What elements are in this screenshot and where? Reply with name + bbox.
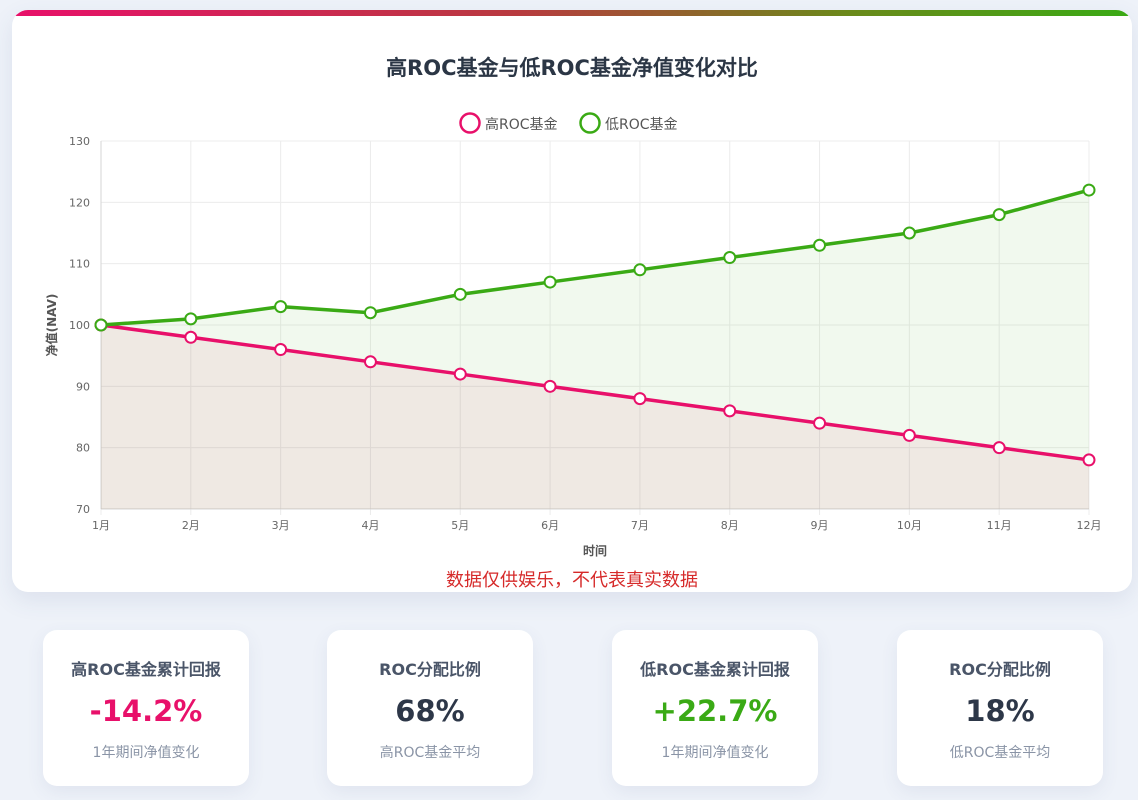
disclaimer: 数据仅供娱乐，不代表真实数据 [446, 570, 698, 591]
y-tick-label: 80 [76, 442, 90, 455]
y-tick-label: 90 [76, 380, 90, 393]
data-point [543, 379, 557, 393]
x-tick-label: 4月 [361, 519, 379, 532]
series-area-fill [101, 325, 1089, 509]
stat-value: 68% [395, 694, 465, 728]
data-point [633, 392, 647, 406]
series-line [99, 323, 1091, 462]
stat-card-high-roc-ratio: ROC分配比例 68% 高ROC基金平均 [327, 630, 533, 786]
x-tick-label: 12月 [1077, 519, 1102, 532]
stat-value: -14.2% [89, 694, 203, 728]
stat-label: ROC分配比例 [379, 660, 481, 679]
data-point [543, 275, 557, 289]
x-tick-label: 2月 [182, 519, 200, 532]
y-tick-label: 110 [69, 258, 90, 271]
data-point [992, 208, 1006, 222]
legend-label: 高ROC基金 [485, 116, 558, 133]
stat-card-high-return: 高ROC基金累计回报 -14.2% 1年期间净值变化 [43, 630, 249, 786]
stat-label: 高ROC基金累计回报 [71, 660, 221, 679]
y-axis-title: 净值(NAV) [44, 294, 59, 357]
data-point [992, 441, 1006, 455]
stat-subtext: 1年期间净值变化 [92, 745, 200, 761]
x-tick-label: 3月 [272, 519, 290, 532]
data-point [453, 287, 467, 301]
data-point [723, 404, 737, 418]
data-point [453, 367, 467, 381]
x-tick-label: 5月 [451, 519, 469, 532]
chart-title: 高ROC基金与低ROC基金净值变化对比 [386, 56, 758, 80]
x-tick-label: 11月 [987, 519, 1012, 532]
data-point [902, 428, 916, 442]
data-point [902, 226, 916, 240]
y-tick-label: 100 [69, 319, 90, 332]
series-line [99, 188, 1091, 327]
data-point [723, 251, 737, 265]
data-point [94, 318, 108, 332]
x-tick-label: 1月 [92, 519, 110, 532]
y-tick-label: 70 [76, 503, 90, 516]
y-tick-label: 130 [69, 135, 90, 148]
stat-value: 18% [965, 694, 1035, 728]
data-point [274, 343, 288, 357]
accent-strip [12, 10, 1132, 16]
data-point [363, 306, 377, 320]
data-point [184, 312, 198, 326]
stat-card-low-return: 低ROC基金累计回报 +22.7% 1年期间净值变化 [612, 630, 818, 786]
stat-subtext: 1年期间净值变化 [661, 745, 769, 761]
legend-label: 低ROC基金 [605, 116, 678, 133]
series-area-fill [101, 190, 1089, 510]
data-point [633, 263, 647, 277]
data-point [1082, 183, 1096, 197]
x-tick-label: 9月 [811, 519, 829, 532]
x-tick-label: 8月 [721, 519, 739, 532]
data-point [363, 355, 377, 369]
data-point [813, 238, 827, 252]
data-point [274, 300, 288, 314]
data-point [813, 416, 827, 430]
data-point [1082, 453, 1096, 467]
legend-marker [579, 112, 601, 134]
stat-label: ROC分配比例 [949, 660, 1051, 679]
stat-subtext: 低ROC基金平均 [949, 745, 1051, 761]
stat-value: +22.7% [652, 694, 778, 728]
stat-label: 低ROC基金累计回报 [640, 660, 790, 679]
nav-line-chart: 70 80 90 100 110 120 130 1月 2月 3月 4月 5月 6月 7月 8月 9月 10月 1… [44, 112, 1102, 558]
x-tick-label: 6月 [541, 519, 559, 532]
stat-subtext: 高ROC基金平均 [379, 745, 481, 761]
data-point [184, 330, 198, 344]
x-tick-label: 10月 [897, 519, 922, 532]
chart-card: 高ROC基金与低ROC基金净值变化对比 70 80 90 100 110 120 130 1月… [12, 10, 1132, 592]
stat-card-low-roc-ratio: ROC分配比例 18% 低ROC基金平均 [897, 630, 1103, 786]
legend-marker [459, 112, 481, 134]
y-tick-label: 120 [69, 196, 90, 209]
x-axis-title: 时间 [583, 543, 607, 558]
x-tick-label: 7月 [631, 519, 649, 532]
